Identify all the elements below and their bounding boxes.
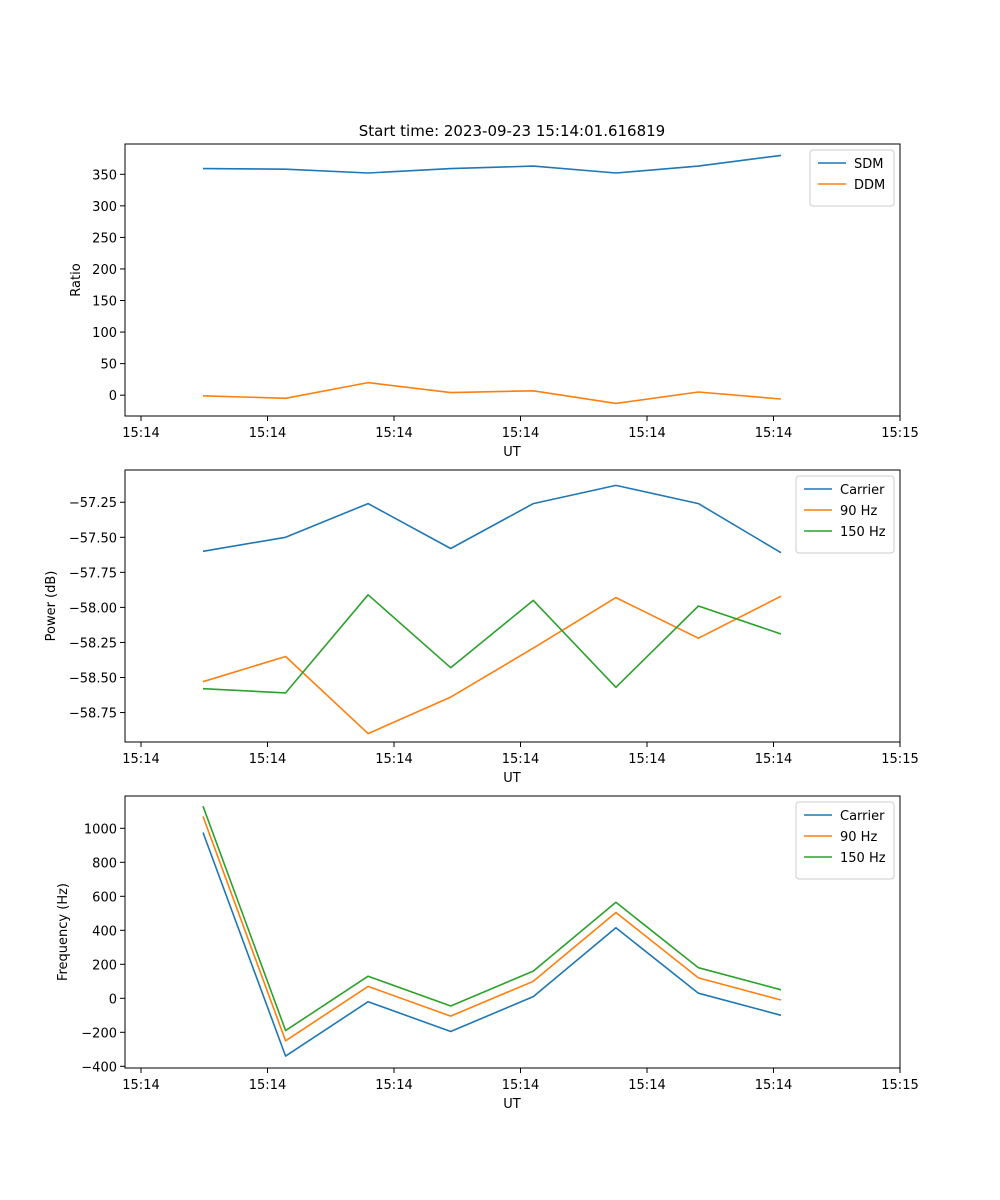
y-tick-label: −57.25	[69, 496, 117, 511]
legend-label: Carrier	[840, 809, 885, 824]
legend: Carrier 90 Hz 150 Hz	[795, 801, 895, 880]
series-line-90-hz	[202, 816, 782, 1042]
y-tick-label: 0	[109, 992, 117, 1007]
y-tick-label: 600	[92, 890, 117, 905]
legend-label: SDM	[854, 157, 883, 172]
y-tick-label: −400	[81, 1060, 117, 1075]
legend-label: 150 Hz	[840, 851, 886, 866]
y-tick-label: −58.25	[69, 636, 117, 651]
x-tick-label: 15:14	[122, 426, 159, 441]
series-line-150-hz	[202, 805, 782, 1032]
x-tick-label: 15:15	[881, 1078, 918, 1093]
x-tick-label: 15:14	[502, 752, 539, 767]
legend-box	[809, 149, 895, 207]
series-line-sdm	[202, 154, 782, 174]
y-tick-label: 100	[92, 326, 117, 341]
x-tick-label: 15:14	[628, 752, 665, 767]
legend-label: 150 Hz	[840, 525, 886, 540]
x-tick-label: 15:14	[628, 1078, 665, 1093]
y-axis-label: Power (dB)	[44, 571, 59, 642]
subplot-3: 15:14 15:14 15:14 15:14 15:14 15:14 15:15 UT −40…	[56, 795, 919, 1112]
x-tick-label: 15:14	[755, 426, 792, 441]
x-tick-label: 15:14	[755, 752, 792, 767]
axes-frame	[124, 143, 901, 417]
series-line-150-hz	[202, 593, 782, 694]
y-axis-label: Ratio	[69, 263, 84, 296]
legend: Carrier 90 Hz 150 Hz	[795, 475, 895, 554]
legend-label: 90 Hz	[840, 830, 877, 845]
y-tick-label: 150	[92, 295, 117, 310]
series-line-carrier	[202, 484, 782, 554]
series-line-90-hz	[202, 595, 782, 735]
x-tick-label: 15:14	[249, 752, 286, 767]
x-tick-label: 15:14	[628, 426, 665, 441]
y-tick-label: −57.50	[69, 531, 117, 546]
y-axis-label: Frequency (Hz)	[56, 883, 71, 981]
x-tick-label: 15:14	[375, 1078, 412, 1093]
y-tick-label: −58.75	[69, 707, 117, 722]
legend: SDM DDM	[809, 149, 895, 207]
y-tick-label: 200	[92, 958, 117, 973]
y-tick-label: −58.00	[69, 601, 117, 616]
y-tick-label: 200	[92, 263, 117, 278]
series-line-ddm	[202, 381, 782, 405]
subplot-2: 15:14 15:14 15:14 15:14 15:14 15:14 15:15 UT −57…	[44, 469, 919, 786]
y-tick-label: −200	[81, 1026, 117, 1041]
x-tick-label: 15:15	[881, 426, 918, 441]
x-tick-label: 15:14	[249, 1078, 286, 1093]
y-tick-label: 300	[92, 200, 117, 215]
x-tick-label: 15:14	[502, 426, 539, 441]
y-tick-label: 400	[92, 924, 117, 939]
y-tick-label: −58.50	[69, 672, 117, 687]
legend-label: 90 Hz	[840, 504, 877, 519]
subplot-1: 15:14 15:14 15:14 15:14 15:14 15:14 15:15 UT 0 50…	[69, 143, 919, 460]
y-tick-label: 0	[109, 389, 117, 404]
x-tick-label: 15:14	[122, 1078, 159, 1093]
y-tick-label: −57.75	[69, 566, 117, 581]
legend-label: Carrier	[840, 483, 885, 498]
axes-frame	[124, 469, 901, 743]
x-tick-label: 15:14	[249, 426, 286, 441]
y-tick-label: 350	[92, 168, 117, 183]
x-axis-label: UT	[503, 445, 521, 460]
legend-label: DDM	[854, 178, 885, 193]
x-tick-label: 15:14	[375, 752, 412, 767]
x-axis-label: UT	[503, 771, 521, 786]
figure-title: Start time: 2023-09-23 15:14:01.616819	[359, 122, 665, 140]
x-tick-label: 15:14	[122, 752, 159, 767]
x-tick-label: 15:14	[755, 1078, 792, 1093]
legend-box	[795, 801, 895, 880]
x-tick-label: 15:14	[502, 1078, 539, 1093]
y-tick-label: 50	[100, 358, 117, 373]
series-line-carrier	[202, 832, 782, 1057]
x-tick-label: 15:15	[881, 752, 918, 767]
axes-frame	[124, 795, 901, 1069]
y-tick-label: 250	[92, 231, 117, 246]
y-tick-label: 1000	[84, 822, 117, 837]
y-tick-label: 800	[92, 856, 117, 871]
x-tick-label: 15:14	[375, 426, 412, 441]
x-axis-label: UT	[503, 1097, 521, 1112]
legend-box	[795, 475, 895, 554]
